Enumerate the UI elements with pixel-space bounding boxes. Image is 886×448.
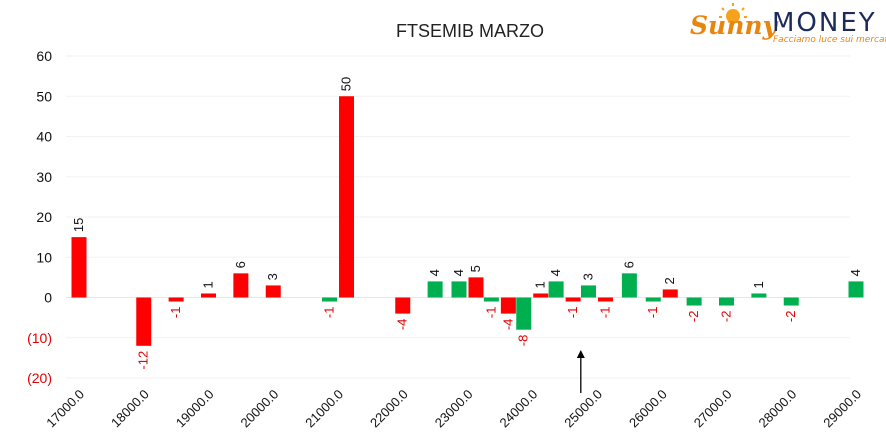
data-label: -4 — [395, 319, 410, 331]
bar-put-25000 — [581, 285, 596, 298]
data-label: -8 — [516, 335, 531, 347]
y-tick-label: 30 — [36, 169, 52, 185]
data-label: -1 — [645, 307, 660, 319]
logo-sunny-text: Sunny — [690, 11, 779, 40]
x-tick-label: 17000.0 — [43, 387, 87, 431]
data-label: -1 — [322, 307, 337, 319]
bar-call-24000 — [533, 293, 549, 298]
y-axis: 60 50 40 30 20 10 0 (10) (20) — [27, 48, 52, 386]
data-label: -2 — [719, 311, 734, 323]
bar-call-23000 — [468, 277, 484, 298]
bar-put-28000 — [783, 297, 799, 306]
data-label: 2 — [662, 277, 677, 284]
x-tick-label: 25000.0 — [561, 387, 605, 431]
y-tick-label: 40 — [36, 129, 52, 145]
y-tick-label: 0 — [44, 290, 52, 306]
arrow-head-icon — [576, 350, 585, 358]
x-tick-label: 28000.0 — [756, 387, 800, 431]
x-tick-label: 26000.0 — [626, 387, 670, 431]
data-label: -12 — [136, 351, 151, 370]
bar-put-26000 — [645, 297, 661, 302]
bar-call-19000 — [201, 293, 216, 298]
logo-money-text: MONEY — [772, 8, 877, 38]
data-label: -1 — [565, 307, 580, 319]
bar-call-19500 — [233, 273, 249, 298]
bar-call-23500 — [500, 297, 516, 314]
x-tick-label: 19000.0 — [173, 387, 217, 431]
data-label: 5 — [468, 265, 483, 272]
bar-put-24500 — [548, 281, 564, 298]
data-label: -1 — [168, 307, 183, 319]
bar-call-18000 — [136, 297, 152, 346]
bar-call-18500 — [168, 297, 184, 302]
x-tick-label: 22000.0 — [367, 387, 411, 431]
data-label: 3 — [581, 273, 596, 280]
data-label: -4 — [500, 319, 515, 331]
y-tick-label: (10) — [27, 330, 52, 346]
bar-put-21000 — [322, 297, 337, 302]
logo: Sunny MONEY Facciamo luce sui mercati — [690, 3, 886, 45]
x-tick-label: 29000.0 — [820, 387, 864, 431]
data-label: 4 — [848, 269, 863, 276]
data-label: 3 — [265, 273, 280, 280]
data-label: 15 — [71, 218, 86, 232]
data-label: 1 — [751, 281, 766, 288]
data-label: -2 — [686, 311, 701, 323]
arrow-marker — [576, 350, 585, 393]
bar-call-26000 — [662, 289, 678, 298]
chart-title: FTSEMIB MARZO — [396, 21, 544, 41]
bar-call-22000 — [395, 297, 411, 314]
gridlines — [66, 55, 850, 379]
data-label: 6 — [233, 261, 248, 268]
bars — [71, 96, 864, 346]
bar-put-29000 — [848, 281, 864, 298]
x-tick-label: 24000.0 — [497, 387, 541, 431]
data-label: 4 — [451, 269, 466, 276]
bar-put-22500 — [427, 281, 443, 298]
data-label: 4 — [427, 269, 442, 276]
bar-put-25500 — [621, 273, 637, 298]
y-tick-label: (20) — [27, 370, 52, 386]
bar-call-20000 — [265, 285, 281, 298]
bar-put-24000 — [516, 297, 532, 330]
sun-icon — [719, 3, 747, 23]
x-tick-label: 20000.0 — [238, 387, 282, 431]
bar-put-26500 — [686, 297, 702, 306]
x-tick-label: 21000.0 — [302, 387, 346, 431]
data-label: -1 — [598, 307, 613, 319]
x-tick-label: 23000.0 — [432, 387, 476, 431]
data-label: 1 — [201, 281, 216, 288]
data-label: -1 — [483, 307, 498, 319]
bar-call-24500 — [565, 297, 581, 302]
x-axis: 17000.0 18000.0 19000.0 20000.0 21000.0 22000… — [43, 387, 864, 431]
y-tick-label: 50 — [36, 88, 52, 104]
data-label: 50 — [339, 77, 354, 91]
data-label: 1 — [533, 281, 548, 288]
data-label: 6 — [621, 261, 636, 268]
x-tick-label: 27000.0 — [691, 387, 735, 431]
bar-put-23500 — [483, 297, 499, 302]
bar-put-23000 — [451, 281, 467, 298]
bar-put-27000 — [719, 297, 734, 306]
bar-put-27500 — [751, 293, 767, 298]
data-label: 4 — [548, 269, 563, 276]
bar-call-21000 — [339, 96, 354, 298]
y-tick-label: 60 — [36, 48, 52, 64]
y-tick-label: 20 — [36, 209, 52, 225]
logo-tagline: Facciamo luce sui mercati — [773, 35, 886, 45]
bar-call-25000 — [598, 297, 613, 302]
bar-call-17000 — [71, 237, 87, 298]
x-tick-label: 18000.0 — [108, 387, 152, 431]
data-label: -2 — [783, 311, 798, 323]
y-tick-label: 10 — [36, 249, 52, 265]
